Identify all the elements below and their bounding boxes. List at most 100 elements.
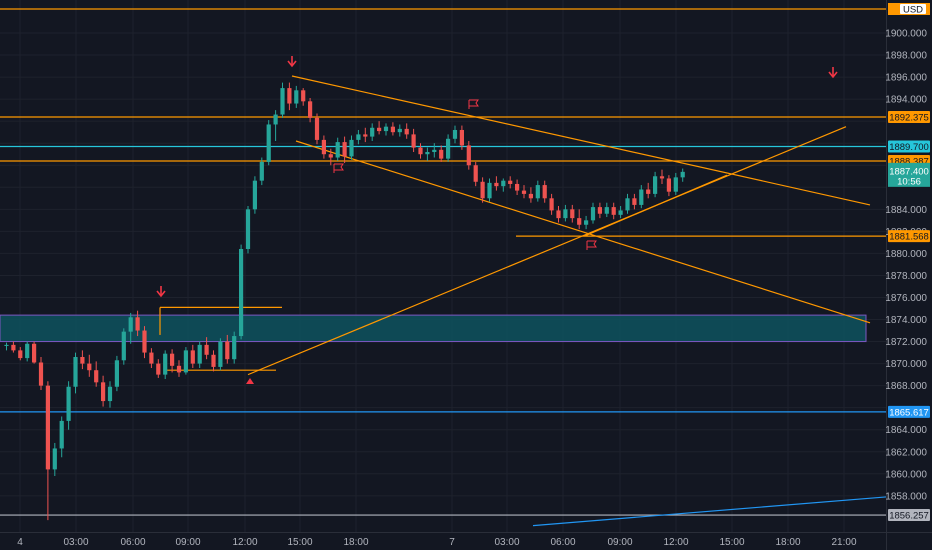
candle-body (170, 354, 174, 366)
candle-body (177, 366, 181, 373)
y-tick-label: 1858.000 (885, 491, 927, 502)
candle-body (11, 345, 15, 351)
candle-body (577, 218, 581, 225)
candle-body (73, 357, 77, 387)
candle-body (522, 191, 526, 194)
arrow-up-icon (246, 378, 254, 384)
flag-cloth (469, 100, 478, 106)
candle-body (639, 189, 643, 204)
candle-body (122, 332, 126, 361)
candle-body (412, 134, 416, 147)
x-tick-label: 18:00 (775, 537, 800, 548)
x-tick-label: 09:00 (175, 537, 200, 548)
candle-body (612, 207, 616, 215)
candle-body (453, 130, 457, 139)
y-tick-label: 1860.000 (885, 469, 927, 480)
candle-body (25, 344, 29, 358)
blue-trend-line[interactable] (533, 497, 886, 526)
x-tick-label: 12:00 (232, 537, 257, 548)
x-tick-label: 06:00 (550, 537, 575, 548)
candle-body (570, 209, 574, 218)
time-axis[interactable]: 4 03:00 06:00 09:00 12:00 15:00 18:00 7 03:00 06:… (17, 537, 857, 548)
candle-body (39, 362, 43, 385)
y-tick-label: 1864.000 (885, 425, 927, 436)
candle-body (405, 129, 409, 135)
price-tag-1889.700[interactable]: 1889.700 (888, 141, 930, 154)
candle-body (136, 317, 140, 330)
candle-body (667, 178, 671, 191)
price-tag-value: 1856.257 (889, 511, 929, 522)
x-tick-label: 7 (449, 537, 455, 548)
candle-body (184, 350, 188, 372)
x-tick-label: 12:00 (663, 537, 688, 548)
y-tick-label: 1872.000 (885, 337, 927, 348)
candle-body (67, 387, 71, 421)
candle-body (225, 342, 229, 360)
candle-body (619, 210, 623, 214)
grid (0, 0, 886, 532)
price-tag-value: 1892.375 (889, 113, 929, 124)
candle-body (646, 189, 650, 193)
candle-body (460, 130, 464, 145)
currency-label: USD (903, 5, 923, 16)
candle-body (481, 182, 485, 199)
price-tag-1865.617[interactable]: 1865.617 (888, 406, 930, 419)
candle-body (598, 207, 602, 214)
x-tick-label: 09:00 (607, 537, 632, 548)
candle-body (425, 152, 429, 154)
candle-body (163, 354, 167, 375)
price-tag-1856.257[interactable]: 1856.257 (888, 509, 930, 522)
candle-body (508, 181, 512, 184)
candles (4, 83, 684, 520)
x-tick-label: 15:00 (287, 537, 312, 548)
candle-body (191, 350, 195, 363)
candle-body (446, 139, 450, 159)
price-tag-1881.568[interactable]: 1881.568 (888, 230, 930, 243)
y-tick-label: 1884.000 (885, 205, 927, 216)
candle-body (584, 220, 588, 224)
currency-tag[interactable]: USD (888, 3, 930, 16)
candle-body (205, 345, 209, 355)
candle-body (239, 249, 243, 336)
candle-body (115, 360, 119, 386)
candle-body (653, 176, 657, 194)
candle-body (536, 185, 540, 198)
candle-body (46, 386, 50, 470)
price-tag-1892.375[interactable]: 1892.375 (888, 111, 930, 124)
candle-body (322, 140, 326, 154)
candle-body (267, 124, 271, 161)
candle-body (232, 336, 236, 359)
y-tick-label: 1896.000 (885, 73, 927, 84)
lower-channel-line[interactable] (296, 141, 870, 323)
candle-body (108, 387, 112, 401)
candle-body (149, 353, 153, 364)
y-tick-label: 1894.000 (885, 95, 927, 106)
candle-body (87, 364, 91, 371)
candle-body (439, 150, 443, 159)
candle-body (556, 210, 560, 218)
price-tag-value: 1889.700 (889, 142, 929, 153)
x-tick-label: 06:00 (120, 537, 145, 548)
candle-body (32, 344, 36, 363)
candle-body (343, 142, 347, 156)
candle-body (363, 134, 367, 136)
candle-body (301, 90, 305, 101)
candle-body (398, 129, 402, 132)
flag-icon (587, 241, 596, 250)
candle-body (681, 172, 685, 178)
candle-body (274, 115, 278, 125)
candle-body (18, 350, 22, 358)
candle-body (253, 181, 257, 210)
candle-body (329, 154, 333, 157)
y-tick-label: 1868.000 (885, 381, 927, 392)
candle-body (294, 90, 298, 103)
candle-body (467, 145, 471, 165)
y-tick-label: 1900.000 (885, 29, 927, 40)
candle-body (287, 88, 291, 103)
candle-body (246, 209, 250, 249)
upper-trend-line[interactable] (292, 76, 870, 205)
candle-body (660, 176, 664, 178)
